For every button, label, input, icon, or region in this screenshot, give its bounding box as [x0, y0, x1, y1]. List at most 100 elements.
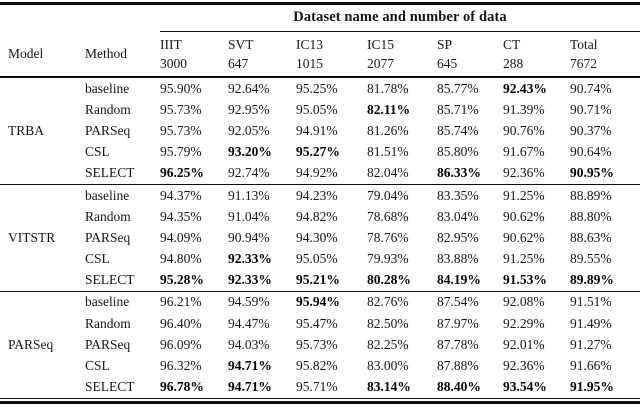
table-row: PARSeq baseline 96.21% 94.59% 95.94% 82.76% 87…: [0, 290, 640, 399]
accuracy-value: 91.53%: [503, 272, 547, 288]
accuracy-value: 92.64%: [228, 80, 270, 96]
accuracy-value: 92.95%: [228, 101, 270, 117]
table-row: CSL 96.32% 94.71% 95.82% 83.00% 87.88% 92.36% 9…: [0, 355, 640, 376]
table-row: Random 95.73% 92.95% 95.05% 82.11% 85.71% 91.3…: [0, 99, 640, 120]
accuracy-value: 78.68%: [367, 208, 409, 224]
dataset-count: 288: [503, 55, 524, 71]
accuracy-value: 90.76%: [503, 122, 545, 138]
accuracy-value: 82.04%: [367, 165, 409, 181]
accuracy-value: 88.40%: [437, 379, 481, 395]
dataset-column-header: Total 7672: [570, 31, 640, 78]
table-row: Random 96.40% 94.47% 95.47% 82.50% 87.97% 92.2…: [0, 313, 640, 334]
accuracy-value: 94.35%: [160, 208, 202, 224]
method-name: PARSeq: [85, 122, 131, 138]
accuracy-value: 81.51%: [367, 144, 409, 160]
accuracy-value: 92.08%: [503, 290, 570, 314]
method-name: SELECT: [85, 379, 135, 395]
column-header-row: Model Method IIIT 3000 SVT 647 IC13 1015 IC15 2…: [0, 31, 640, 78]
accuracy-value: 78.76%: [367, 229, 409, 245]
table-row: PARSeq 96.09% 94.03% 95.73% 82.25% 87.78% 92.0…: [0, 334, 640, 355]
accuracy-value: 94.91%: [296, 122, 338, 138]
accuracy-value: 94.80%: [160, 251, 202, 267]
accuracy-value: 92.05%: [228, 122, 270, 138]
results-table: Dataset name and number of data Model Me…: [0, 5, 640, 399]
accuracy-value: 95.05%: [296, 101, 338, 117]
accuracy-value: 94.03%: [228, 336, 270, 352]
accuracy-value: 94.09%: [160, 229, 202, 245]
dataset-column-header: IC15 2077: [367, 31, 437, 78]
accuracy-value: 80.28%: [367, 272, 411, 288]
accuracy-value: 91.49%: [570, 315, 612, 331]
accuracy-value: 95.28%: [160, 272, 204, 288]
accuracy-value: 96.09%: [160, 336, 202, 352]
accuracy-value: 85.77%: [437, 80, 479, 96]
method-name: baseline: [85, 183, 160, 207]
accuracy-value: 92.36%: [503, 165, 545, 181]
method-name: baseline: [85, 80, 130, 96]
method-name: PARSeq: [85, 229, 131, 245]
accuracy-value: 91.67%: [503, 144, 545, 160]
dataset-column-header: IC13 1015: [296, 31, 367, 78]
accuracy-value: 88.63%: [570, 229, 612, 245]
accuracy-value: 91.66%: [570, 358, 612, 374]
accuracy-value: 95.21%: [296, 272, 340, 288]
dataset-count: 2077: [367, 55, 394, 71]
dataset-count: 647: [228, 55, 249, 71]
accuracy-value: 96.40%: [160, 315, 202, 331]
accuracy-value: 89.55%: [570, 251, 612, 267]
accuracy-value: 90.37%: [570, 122, 612, 138]
span-header-row: Dataset name and number of data: [0, 5, 640, 32]
method-name: baseline: [85, 290, 160, 314]
accuracy-value: 85.80%: [437, 144, 479, 160]
accuracy-value: 83.35%: [437, 183, 503, 207]
accuracy-value: 95.73%: [296, 336, 338, 352]
accuracy-value: 94.30%: [296, 229, 338, 245]
table-row: SELECT 96.25% 92.74% 94.92% 82.04% 86.33% 92.3…: [0, 163, 640, 185]
method-name: Random: [85, 315, 131, 331]
table-row: PARSeq 94.09% 90.94% 94.30% 78.76% 82.95% 90.6…: [0, 227, 640, 248]
method-name: Random: [85, 101, 131, 117]
method-name: CSL: [85, 358, 110, 374]
accuracy-value: 92.33%: [228, 272, 272, 288]
accuracy-value: 91.25%: [503, 251, 545, 267]
accuracy-value: 88.89%: [570, 183, 640, 207]
dataset-count: 645: [437, 55, 458, 71]
method-name: SELECT: [85, 272, 135, 288]
accuracy-value: 91.04%: [228, 208, 270, 224]
accuracy-value: 91.95%: [570, 379, 614, 395]
accuracy-value: 82.11%: [367, 101, 411, 117]
accuracy-value: 95.73%: [160, 101, 202, 117]
method-name: SELECT: [85, 165, 135, 181]
method-name: Random: [85, 208, 131, 224]
accuracy-value: 82.76%: [367, 290, 437, 314]
accuracy-value: 95.94%: [296, 290, 367, 314]
accuracy-value: 96.25%: [160, 165, 204, 181]
table-row: SELECT 95.28% 92.33% 95.21% 80.28% 84.19% 91.5…: [0, 270, 640, 292]
dataset-count: 3000: [160, 55, 187, 71]
method-name: CSL: [85, 251, 110, 267]
accuracy-value: 83.88%: [437, 251, 479, 267]
accuracy-value: 95.79%: [160, 144, 202, 160]
model-name: PARSeq: [0, 290, 85, 399]
table-row: VITSTR baseline 94.37% 91.13% 94.23% 79.04% 83…: [0, 183, 640, 292]
accuracy-value: 91.13%: [228, 183, 296, 207]
accuracy-value: 94.92%: [296, 165, 338, 181]
method-name: PARSeq: [85, 336, 131, 352]
table-body: TRBA baseline 95.90% 92.64% 95.25% 81.78% 85.7…: [0, 77, 640, 399]
dataset-column-header: CT 288: [503, 31, 570, 78]
header-corner-spacer: [0, 5, 160, 31]
accuracy-value: 82.25%: [367, 336, 409, 352]
accuracy-value: 95.82%: [296, 358, 338, 374]
accuracy-value: 91.39%: [503, 101, 545, 117]
dataset-name: IC15: [367, 36, 394, 52]
method-name: CSL: [85, 144, 110, 160]
dataset-name: CT: [503, 36, 521, 52]
accuracy-value: 95.71%: [296, 379, 338, 395]
accuracy-value: 92.29%: [503, 315, 545, 331]
model-column-header: Model: [0, 31, 85, 78]
accuracy-value: 82.95%: [437, 229, 479, 245]
accuracy-value: 94.71%: [228, 379, 272, 395]
accuracy-value: 92.43%: [503, 80, 547, 96]
accuracy-value: 94.59%: [228, 290, 296, 314]
